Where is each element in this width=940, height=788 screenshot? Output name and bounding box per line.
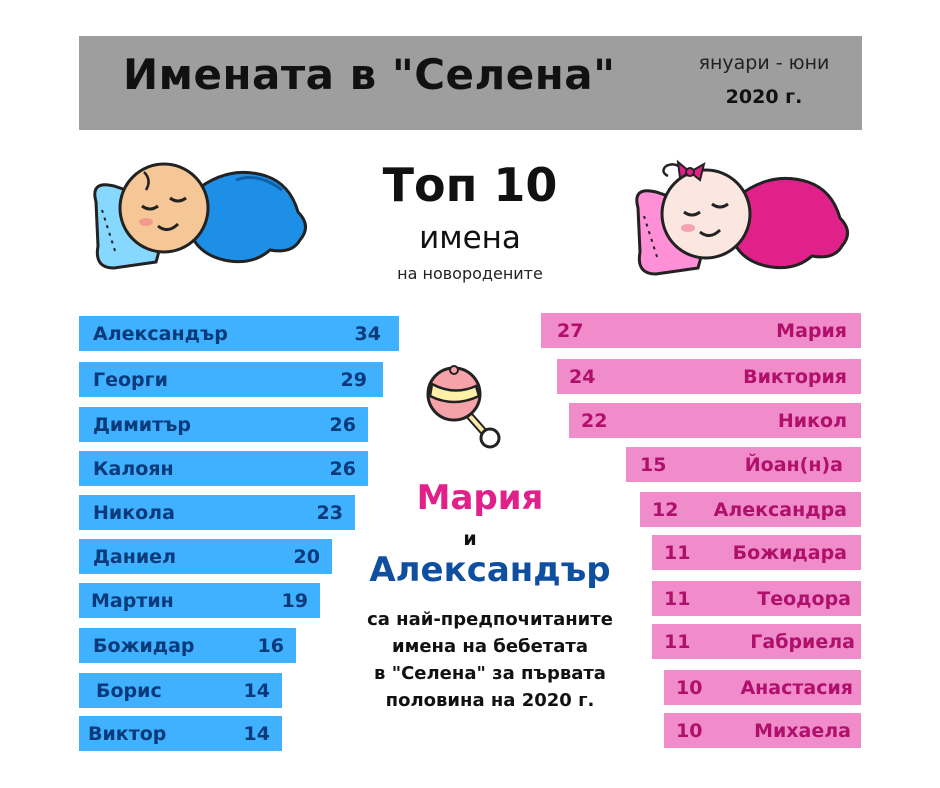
- girl-count: 10: [676, 677, 703, 699]
- girl-name-bar: 24 Виктория: [557, 359, 861, 394]
- girl-name: Йоан(н)а: [744, 454, 843, 476]
- boy-count: 14: [243, 680, 270, 702]
- girl-count: 15: [640, 454, 667, 476]
- boy-name: Мартин: [91, 590, 174, 612]
- girl-name: Габриела: [750, 631, 855, 653]
- top-girl-name: Мария: [416, 478, 544, 518]
- girl-name: Александра: [713, 499, 847, 521]
- year-label: 2020 г.: [725, 86, 803, 108]
- girl-count: 11: [664, 542, 691, 564]
- boy-count: 20: [293, 546, 320, 568]
- boy-name-bar: Даниел 20: [79, 539, 332, 574]
- top-ten-title: Топ 10: [382, 158, 558, 212]
- girl-name-bar: 22 Никол: [569, 403, 861, 438]
- girl-count: 10: [676, 720, 703, 742]
- boy-name-bar: Димитър 26: [79, 407, 368, 442]
- boy-name: Калоян: [93, 458, 174, 480]
- caption-line: имена на бебетата: [392, 636, 588, 657]
- girl-count: 11: [664, 631, 691, 653]
- boy-name: Даниел: [93, 546, 176, 568]
- summary-caption: са най-предпочитаните имена на бебетата …: [340, 606, 640, 714]
- girl-name-bar: 15 Йоан(н)а: [626, 447, 861, 482]
- boy-name: Божидар: [93, 635, 195, 657]
- girl-name-bar: 11 Теодора: [652, 581, 861, 616]
- sleeping-baby-boy-icon: [93, 162, 307, 270]
- boy-count: 26: [329, 414, 356, 436]
- sleeping-baby-girl-icon: [635, 159, 849, 276]
- girl-count: 24: [569, 366, 596, 388]
- girl-name: Михаела: [754, 720, 851, 742]
- girl-name-bar: 10 Анастасия: [664, 670, 861, 705]
- header-banner: Имената в "Селена" януари - юни 2020 г.: [79, 36, 862, 130]
- girl-name-bar: 11 Божидара: [652, 535, 861, 570]
- top-boy-name: Александър: [369, 550, 611, 590]
- boy-name-bar: Александър 34: [79, 316, 399, 351]
- girl-name-bar: 12 Александра: [640, 492, 861, 527]
- girl-name-bar: 27 Мария: [541, 313, 861, 348]
- baby-rattle-icon: [426, 365, 501, 449]
- boy-name-bar: Никола 23: [79, 495, 355, 530]
- boy-name-bar: Калоян 26: [79, 451, 368, 486]
- boy-name: Виктор: [88, 723, 167, 745]
- girl-count: 22: [581, 410, 608, 432]
- boy-name: Димитър: [93, 414, 191, 436]
- girl-count: 27: [557, 320, 584, 342]
- period-label: януари - юни: [698, 52, 830, 74]
- girl-count: 12: [652, 499, 679, 521]
- girl-name-bar: 11 Габриела: [652, 624, 861, 659]
- girl-name: Божидара: [732, 542, 847, 564]
- boy-count: 23: [316, 502, 343, 524]
- boy-count: 19: [281, 590, 308, 612]
- boy-count: 26: [329, 458, 356, 480]
- boy-count: 29: [340, 369, 367, 391]
- caption-line: са най-предпочитаните: [367, 609, 613, 630]
- girl-name: Анастасия: [740, 677, 853, 699]
- boy-name: Никола: [93, 502, 175, 524]
- boy-name-bar: Божидар 16: [79, 628, 296, 663]
- boy-count: 16: [257, 635, 284, 657]
- girl-count: 11: [664, 588, 691, 610]
- girl-name: Никол: [777, 410, 847, 432]
- boy-name: Александър: [93, 323, 228, 345]
- girl-name: Теодора: [757, 588, 851, 610]
- caption-line: половина на 2020 г.: [385, 690, 595, 711]
- and-connector: и: [463, 528, 477, 550]
- boy-name-bar: Борис 14: [79, 673, 282, 708]
- boy-name-bar: Виктор 14: [79, 716, 282, 751]
- boy-name: Георги: [93, 369, 168, 391]
- girl-name: Мария: [776, 320, 847, 342]
- boy-name-bar: Георги 29: [79, 362, 383, 397]
- girl-name-bar: 10 Михаела: [664, 713, 861, 748]
- boy-name: Борис: [96, 680, 162, 702]
- girl-name: Виктория: [743, 366, 847, 388]
- top-ten-subtitle: имена: [419, 220, 521, 256]
- top-ten-caption: на новородените: [397, 264, 543, 283]
- boy-count: 14: [243, 723, 270, 745]
- caption-line: в "Селена" за първата: [374, 663, 606, 684]
- boy-count: 34: [354, 323, 381, 345]
- page-title: Имената в "Селена": [123, 50, 616, 99]
- boy-name-bar: Мартин 19: [79, 583, 320, 618]
